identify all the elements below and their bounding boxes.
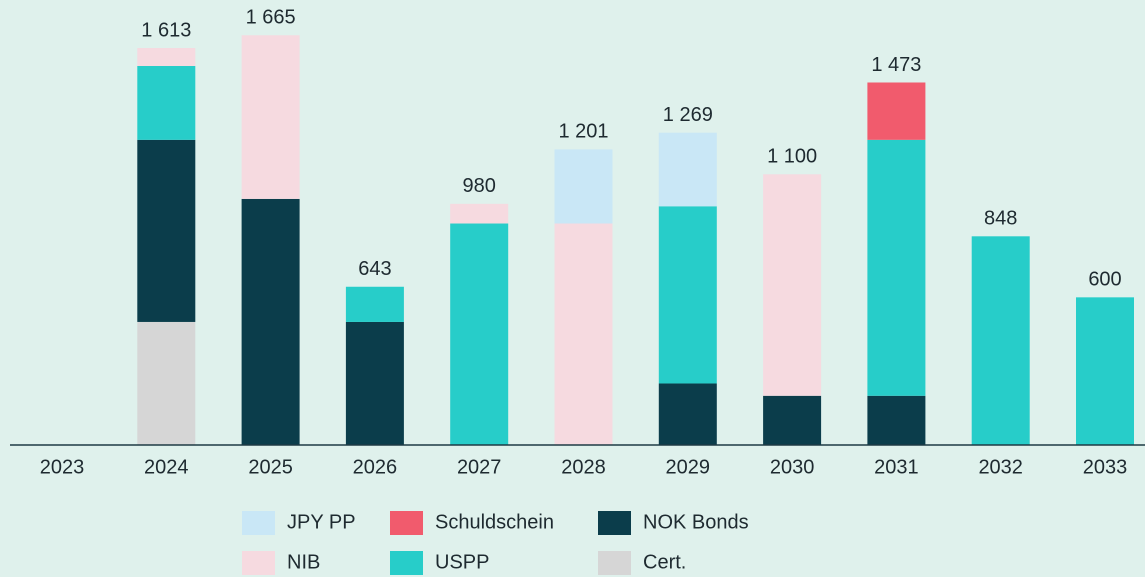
legend-swatch bbox=[390, 551, 423, 575]
bar-segment bbox=[867, 82, 926, 140]
x-tick-label: 2024 bbox=[144, 456, 189, 478]
bar-segment bbox=[971, 236, 1030, 445]
x-tick-label: 2026 bbox=[353, 456, 398, 478]
bar-segment bbox=[137, 48, 196, 67]
bar-segment bbox=[241, 198, 300, 445]
bar-segment bbox=[1076, 297, 1134, 445]
x-tick-label: 2027 bbox=[457, 456, 502, 478]
total-label: 1 100 bbox=[767, 146, 817, 168]
total-label: 1 613 bbox=[141, 19, 191, 41]
bar-segment bbox=[345, 286, 404, 322]
total-label: 1 473 bbox=[871, 54, 921, 76]
legend-label: USPP bbox=[435, 551, 489, 573]
x-tick-label: 2032 bbox=[978, 456, 1023, 478]
bar-segment bbox=[450, 223, 509, 445]
bar-segment bbox=[137, 139, 196, 322]
x-tick-label: 2028 bbox=[561, 456, 606, 478]
bar-segment bbox=[450, 203, 509, 224]
total-label: 600 bbox=[1088, 269, 1121, 291]
bar-segment bbox=[554, 149, 613, 224]
legend-label: JPY PP bbox=[287, 511, 356, 533]
bar-segment bbox=[241, 35, 300, 199]
bar-segment bbox=[137, 321, 196, 445]
legend-swatch bbox=[598, 511, 631, 535]
total-label: 848 bbox=[984, 208, 1017, 230]
bar-segment bbox=[137, 66, 196, 140]
x-tick-label: 2023 bbox=[40, 456, 85, 478]
bar-segment bbox=[763, 174, 822, 396]
bar-segment bbox=[658, 383, 717, 445]
x-tick-label: 2025 bbox=[248, 456, 293, 478]
legend-label: NIB bbox=[287, 551, 320, 573]
legend-swatch bbox=[242, 551, 275, 575]
total-label: 1 665 bbox=[246, 7, 296, 29]
total-label: 1 269 bbox=[663, 104, 713, 126]
x-tick-label: 2030 bbox=[770, 456, 815, 478]
legend-swatch bbox=[390, 511, 423, 535]
bar-segment bbox=[867, 395, 926, 445]
x-tick-label: 2029 bbox=[666, 456, 711, 478]
x-tick-label: 2033 bbox=[1083, 456, 1128, 478]
bar-segment bbox=[658, 206, 717, 384]
x-tick-label: 2031 bbox=[874, 456, 919, 478]
total-label: 1 201 bbox=[558, 121, 608, 143]
bar-segment bbox=[554, 223, 613, 445]
legend-label: NOK Bonds bbox=[643, 511, 749, 533]
bar-segment bbox=[763, 395, 822, 445]
legend-swatch bbox=[598, 551, 631, 575]
bar-segment bbox=[658, 132, 717, 207]
legend-label: Cert. bbox=[643, 551, 686, 573]
legend-swatch bbox=[242, 511, 275, 535]
total-label: 980 bbox=[463, 175, 496, 197]
legend-label: Schuldschein bbox=[435, 511, 554, 533]
bar-segment bbox=[345, 321, 404, 445]
total-label: 643 bbox=[358, 258, 391, 280]
bar-segment bbox=[867, 139, 926, 396]
